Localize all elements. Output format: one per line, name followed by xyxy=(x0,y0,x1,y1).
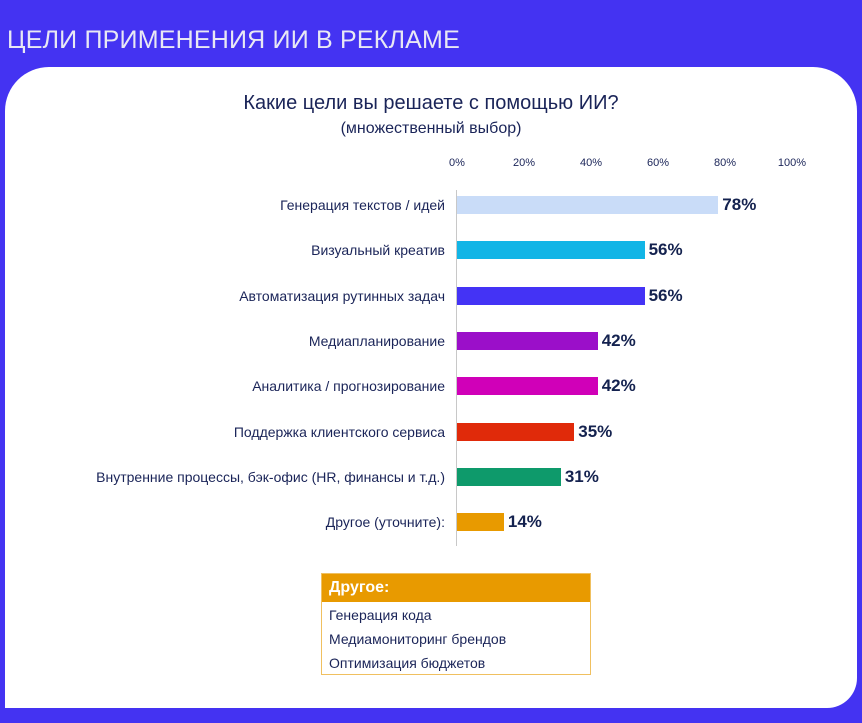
bar xyxy=(457,331,598,350)
data-label: 35% xyxy=(578,421,613,441)
category-label: Медиапланирование xyxy=(308,332,445,349)
other-item: Медиамониторинг брендов xyxy=(329,631,507,647)
other-item: Генерация кода xyxy=(329,607,432,623)
category-label: Поддержка клиентского сервиса xyxy=(233,423,445,440)
data-label: 14% xyxy=(507,512,542,532)
chart-subtitle: (множественный выбор) xyxy=(340,120,522,137)
x-tick-label: 100% xyxy=(777,157,807,169)
data-label: 78% xyxy=(722,195,757,214)
page-title: ЦЕЛИ ПРИМЕНЕНИЯ ИИ В РЕКЛАМЕ xyxy=(7,26,460,54)
data-label: 56% xyxy=(648,285,683,305)
chart-title: Какие цели вы решаете с помощью ИИ? xyxy=(243,92,619,114)
x-tick-label: 80% xyxy=(713,157,737,169)
bar xyxy=(457,422,575,441)
other-box-title: Другое: xyxy=(322,574,590,602)
data-label: 31% xyxy=(564,466,599,486)
category-label: Автоматизация рутинных задач xyxy=(239,287,445,304)
other-item: Оптимизация бюджетов xyxy=(329,655,486,671)
category-label: Внутренние процессы, бэк-офис (HR, финан… xyxy=(96,468,445,485)
x-tick-label: 60% xyxy=(646,157,670,169)
x-tick-label: 20% xyxy=(512,157,536,169)
data-label: 42% xyxy=(601,330,636,350)
bar xyxy=(457,467,561,486)
x-tick-label: 0% xyxy=(449,157,465,169)
other-answers-box: Другое: Генерация кода Медиамониторинг б… xyxy=(321,573,591,675)
category-label: Другое (уточните): xyxy=(325,514,445,531)
bar xyxy=(457,286,645,305)
data-label: 42% xyxy=(601,376,636,396)
y-axis-line xyxy=(456,190,457,546)
category-label: Визуальный креатив xyxy=(311,242,445,259)
x-tick-label: 40% xyxy=(579,157,603,169)
category-label: Аналитика / прогнозирование xyxy=(252,378,445,395)
bar xyxy=(457,241,645,260)
bar xyxy=(457,196,719,214)
bar xyxy=(457,513,504,532)
category-label: Генерация текстов / идей xyxy=(280,197,445,213)
bar xyxy=(457,377,598,396)
data-label: 56% xyxy=(648,240,683,260)
